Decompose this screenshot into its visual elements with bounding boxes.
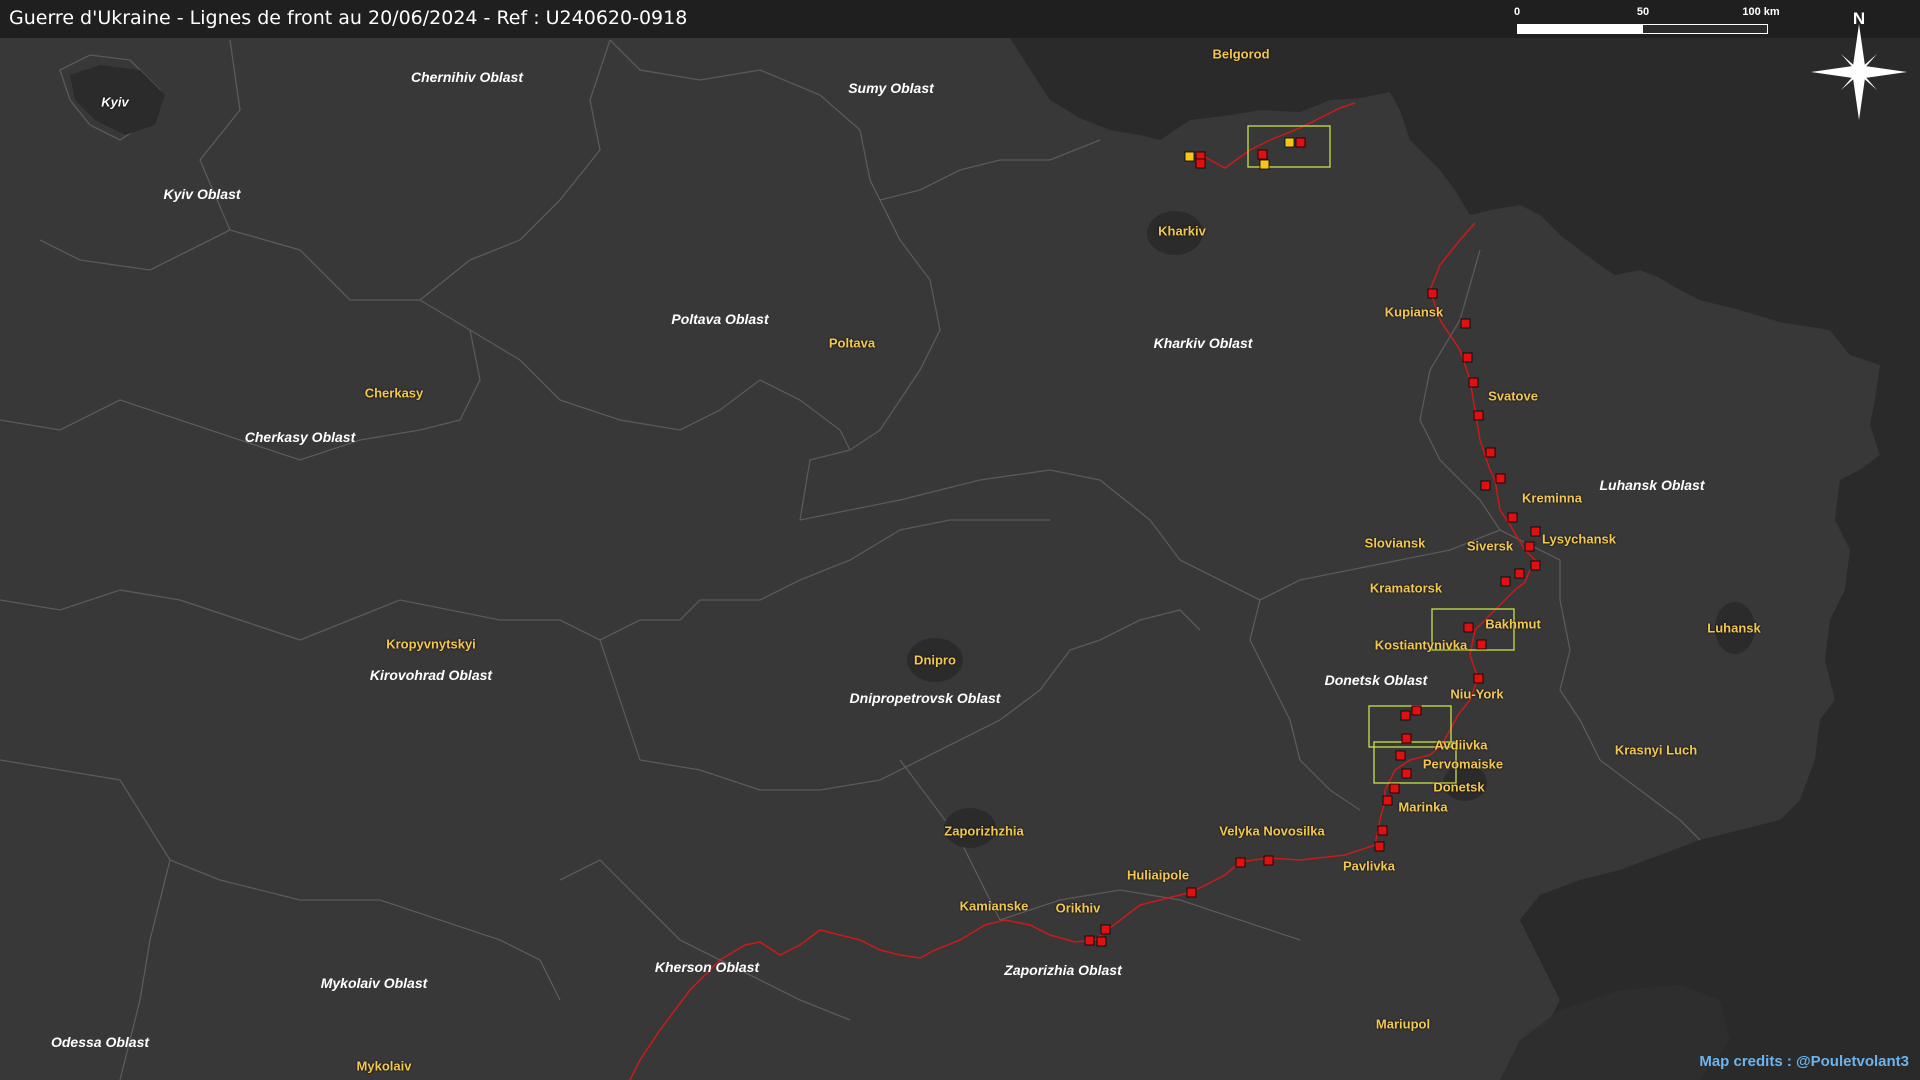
- oblast-label-odessa: Odessa Oblast: [50, 1034, 150, 1050]
- city-label-kupiansk: Kupiansk: [1384, 304, 1444, 320]
- city-label-kamianske: Kamianske: [959, 898, 1029, 914]
- city-label-kharkiv: Kharkiv: [1158, 223, 1206, 239]
- city-label-donetsk: Donetsk: [1433, 779, 1485, 795]
- city-label-avdiivka: Avdiivka: [1434, 737, 1488, 753]
- city-label-cherkasy: Cherkasy: [364, 385, 424, 401]
- map-credits: Map credits : @Pouletvolant3: [1699, 1053, 1909, 1070]
- scale-tick-100: 100 km: [1742, 6, 1780, 18]
- city-blobs: [70, 65, 1755, 848]
- city-label-pavlivka: Pavlivka: [1342, 858, 1396, 874]
- azov-sea: [1500, 985, 1730, 1080]
- oblast-label-kherson: Kherson Oblast: [654, 959, 760, 975]
- scale-bar-empty: [1642, 24, 1768, 34]
- city-label-orikhiv: Orikhiv: [1055, 900, 1101, 916]
- oblast-label-poltava: Poltava Oblast: [671, 311, 769, 327]
- compass-icon: [1811, 24, 1907, 120]
- city-label-zaporizhzhia: Zaporizhzhia: [944, 823, 1024, 839]
- city-label-dnipro: Dnipro: [914, 652, 956, 668]
- city-label-sloviansk: Sloviansk: [1364, 535, 1426, 551]
- oblast-label-dnipropetrovsk: Dnipropetrovsk Oblast: [849, 690, 1001, 706]
- city-label-marinka: Marinka: [1398, 799, 1448, 815]
- oblast-label-luhansk: Luhansk Oblast: [1599, 477, 1705, 493]
- city-label-kramatorsk: Kramatorsk: [1369, 580, 1443, 596]
- city-label-bakhmut: Bakhmut: [1485, 616, 1541, 632]
- scale-tick-0: 0: [1513, 6, 1521, 18]
- oblast-label-kirovohrad: Kirovohrad Oblast: [369, 667, 493, 683]
- oblast-label-sumy: Sumy Oblast: [848, 80, 934, 96]
- city-label-kropyvnytskyi: Kropyvnytskyi: [386, 636, 476, 652]
- oblast-label-donetsk: Donetsk Oblast: [1324, 672, 1428, 688]
- city-label-mykolaiv: Mykolaiv: [356, 1058, 412, 1074]
- scale-bar: 0 50 100 km: [1513, 6, 1780, 38]
- city-label-pervomaiske: Pervomaiske: [1422, 756, 1504, 772]
- oblast-label-mykolaiv: Mykolaiv Oblast: [320, 975, 428, 991]
- russia-territory: [1010, 38, 1920, 1080]
- highlight-boxes: [1247, 125, 1515, 784]
- city-label-kyiv: Kyiv: [101, 94, 129, 110]
- city-label-belgorod: Belgorod: [1212, 46, 1270, 62]
- title-bar: Guerre d'Ukraine - Lignes de front au 20…: [0, 0, 1022, 38]
- scale-tick-50: 50: [1636, 6, 1650, 18]
- city-label-siversk: Siversk: [1466, 538, 1514, 554]
- city-label-poltava: Poltava: [828, 335, 876, 351]
- city-label-svatove: Svatove: [1488, 388, 1538, 404]
- map-title: Guerre d'Ukraine - Lignes de front au 20…: [9, 7, 688, 29]
- north-label: N: [1852, 9, 1866, 28]
- ukraine-territory: [0, 38, 1880, 1080]
- city-label-huliaipole: Huliaipole: [1126, 867, 1190, 883]
- scale-bar-filled: [1517, 24, 1643, 34]
- city-label-mariupol: Mariupol: [1375, 1016, 1431, 1032]
- oblast-label-zaporizhia: Zaporizhia Oblast: [1004, 962, 1122, 978]
- oblast-label-kharkiv: Kharkiv Oblast: [1153, 335, 1253, 351]
- city-label-velyka-novosilka: Velyka Novosilka: [1219, 823, 1325, 839]
- city-label-kostiantynivka: Kostiantynivka: [1374, 637, 1468, 653]
- oblast-borders: [0, 39, 1701, 1080]
- city-label-niu-york: Niu-York: [1450, 686, 1504, 702]
- markers: [1084, 137, 1541, 947]
- oblast-label-cherkasy: Cherkasy Oblast: [244, 429, 356, 445]
- oblast-label-kyiv: Kyiv Oblast: [163, 186, 241, 202]
- city-label-luhansk: Luhansk: [1707, 620, 1761, 636]
- city-label-krasnyi-luch: Krasnyi Luch: [1614, 742, 1698, 758]
- city-label-kreminna: Kreminna: [1522, 490, 1582, 506]
- oblast-label-chernihiv: Chernihiv Oblast: [410, 69, 524, 85]
- front-lines: [629, 102, 1542, 1080]
- city-label-lysychansk: Lysychansk: [1542, 531, 1616, 547]
